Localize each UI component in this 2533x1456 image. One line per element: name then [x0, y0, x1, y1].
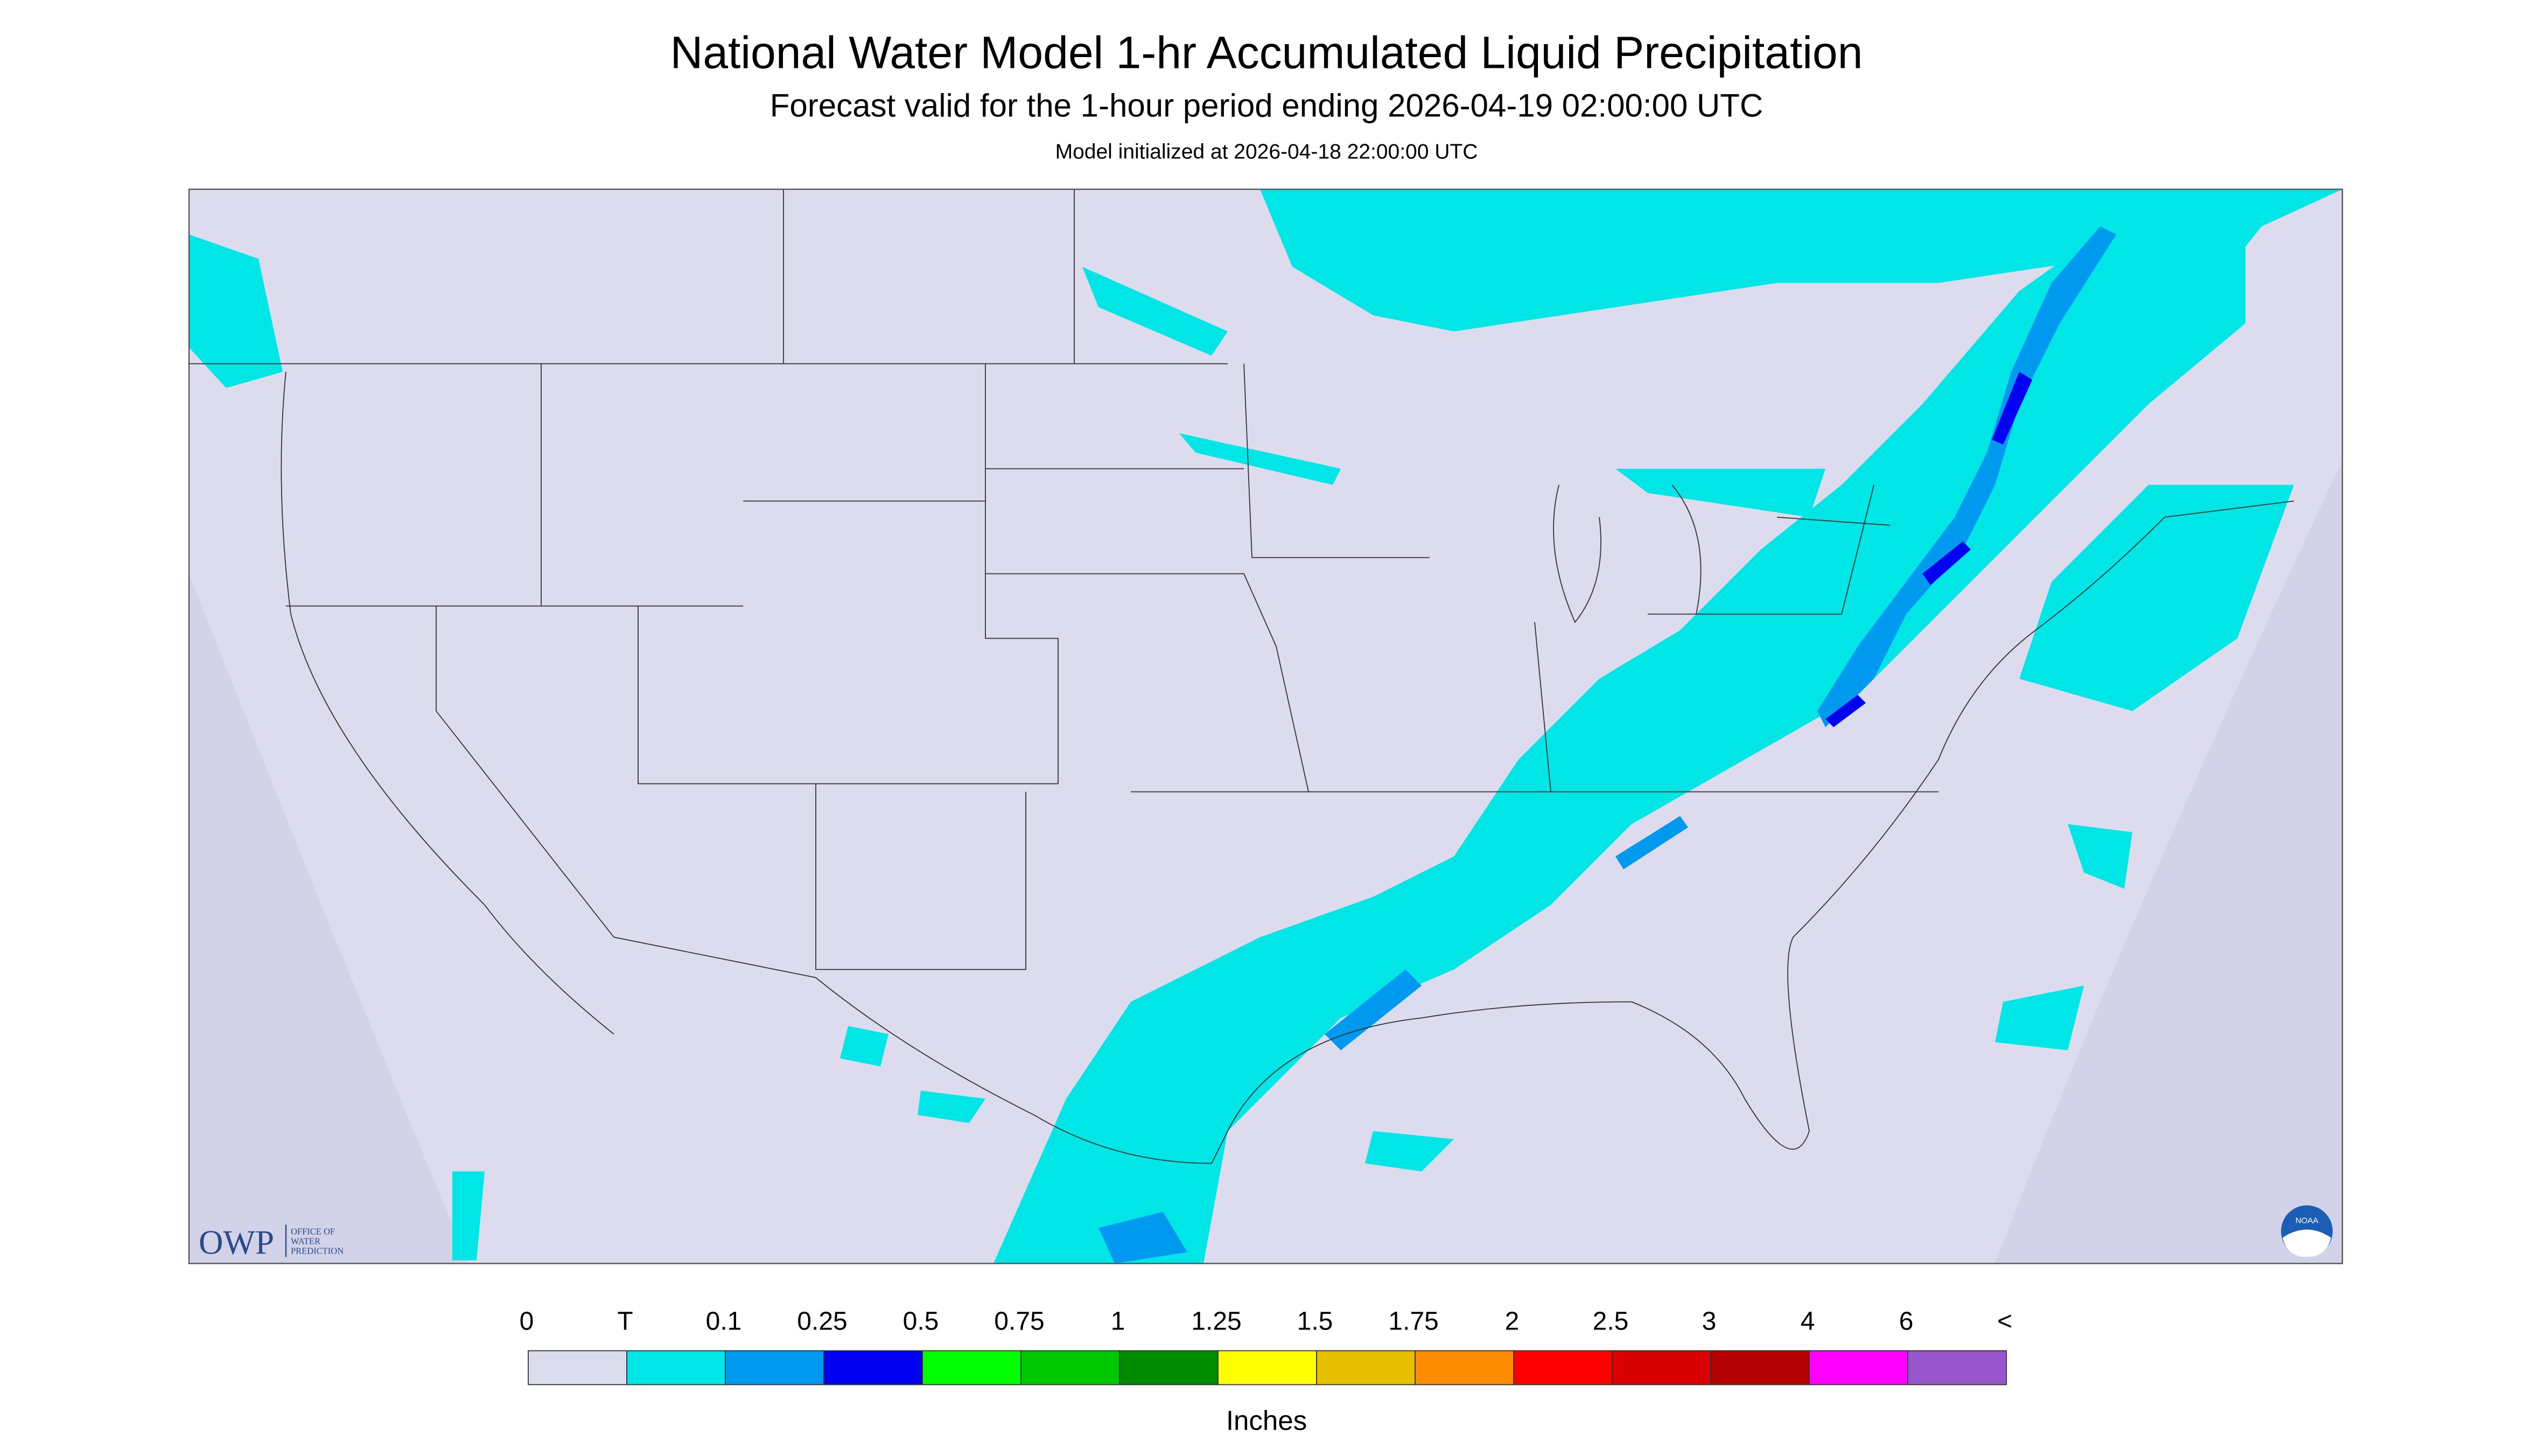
legend: 0 T 0.1 0.25 0.5 0.75 1 1.25 1.5 1.75 2 2.5 3 4 6 < — [520, 1307, 2012, 1385]
outside-domain — [1995, 460, 2342, 1264]
boundaries — [189, 189, 2294, 1164]
legend-swatch — [1316, 1350, 1416, 1385]
legend-swatch — [528, 1350, 627, 1385]
legend-swatch — [1217, 1350, 1317, 1385]
legend-label: 0.5 — [903, 1307, 939, 1336]
legend-label: 1 — [1111, 1307, 1125, 1336]
legend-swatch — [1119, 1350, 1219, 1385]
legend-label: T — [617, 1307, 633, 1336]
legend-swatch — [626, 1350, 726, 1385]
map-border — [188, 188, 2343, 1264]
legend-unit: Inches — [1226, 1405, 1307, 1436]
legend-swatch — [1710, 1350, 1810, 1385]
legend-label: 4 — [1801, 1307, 1815, 1336]
legend-swatch — [725, 1350, 824, 1385]
legend-label: 3 — [1702, 1307, 1717, 1336]
legend-label: 0.75 — [994, 1307, 1044, 1336]
legend-label: 0.25 — [797, 1307, 847, 1336]
legend-swatch — [922, 1350, 1021, 1385]
noaa-logo-wave — [2283, 1229, 2331, 1257]
precip-medium — [1098, 226, 2116, 1264]
legend-label: < — [1997, 1307, 2012, 1336]
legend-label: 1.5 — [1297, 1307, 1333, 1336]
owp-logo-text: OFFICE OF — [291, 1227, 335, 1237]
outside-domain — [189, 573, 468, 1264]
legend-label: 6 — [1899, 1307, 1914, 1336]
legend-label: 0.1 — [706, 1307, 742, 1336]
owp-logo: OWP — [199, 1224, 274, 1262]
noaa-logo-text: NOAA — [2296, 1216, 2319, 1226]
precip-light — [189, 189, 2342, 1264]
legend-label: 2 — [1505, 1307, 1520, 1336]
legend-label: 2.5 — [1593, 1307, 1629, 1336]
init-time: Model initialized at 2026-04-18 22:00:00… — [1055, 141, 1478, 164]
legend-swatch — [1415, 1350, 1514, 1385]
legend-label: 1.75 — [1388, 1307, 1438, 1336]
legend-swatch — [1612, 1350, 1711, 1385]
legend-label: 1.25 — [1191, 1307, 1241, 1336]
map: OWP OFFICE OF WATER PREDICTION NOAA — [188, 188, 2343, 1264]
owp-logo-text: WATER — [291, 1236, 320, 1247]
precip-heavy — [1825, 372, 2032, 727]
legend-swatch — [1513, 1350, 1613, 1385]
title: National Water Model 1-hr Accumulated Li… — [670, 27, 1863, 78]
legend-swatch — [1020, 1350, 1120, 1385]
subtitle: Forecast valid for the 1-hour period end… — [770, 88, 1763, 124]
legend-swatch — [823, 1350, 923, 1385]
legend-swatch — [1809, 1350, 1908, 1385]
legend-label: 0 — [520, 1307, 534, 1336]
owp-logo-text: PREDICTION — [291, 1246, 344, 1256]
legend-swatch — [1907, 1350, 2007, 1385]
